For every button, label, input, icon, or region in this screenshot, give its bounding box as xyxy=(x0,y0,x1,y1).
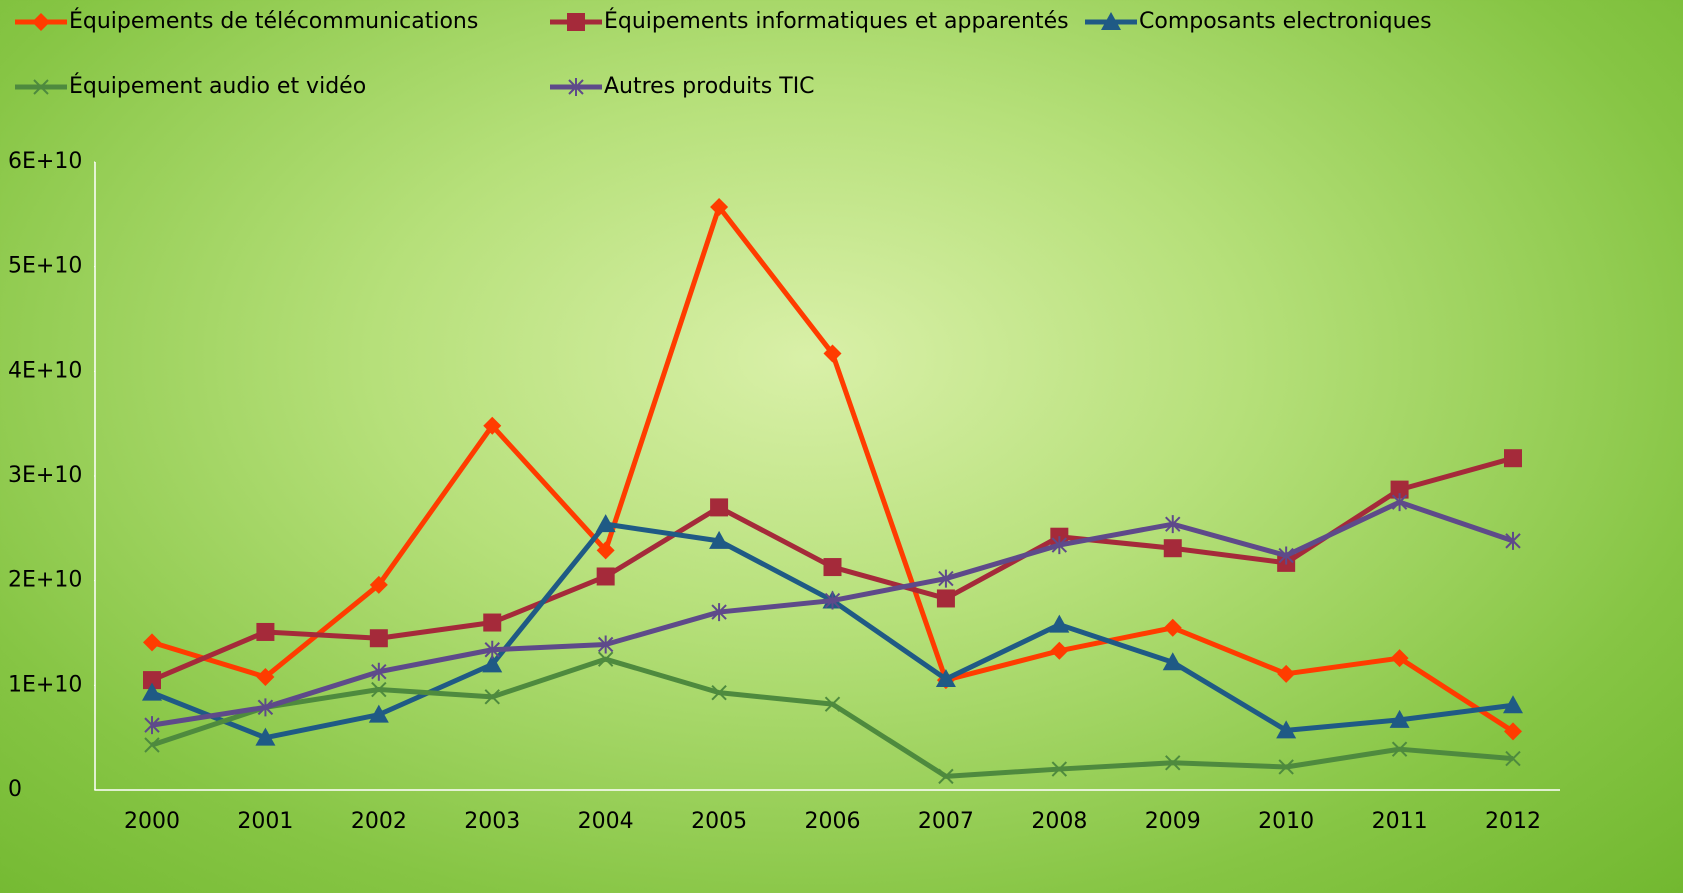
y-tick-label: 1E+10 xyxy=(8,672,82,697)
marker xyxy=(597,651,614,667)
marker xyxy=(369,629,388,648)
marker xyxy=(1504,449,1522,468)
marker xyxy=(1049,614,1070,633)
marker xyxy=(1278,759,1294,775)
marker xyxy=(1163,539,1182,558)
x-tick-label: 2005 xyxy=(691,809,747,834)
legend-label: Équipements informatiques et apparentés xyxy=(604,8,1069,34)
marker xyxy=(483,613,502,632)
marker xyxy=(711,684,727,701)
marker xyxy=(1276,720,1297,739)
marker xyxy=(597,635,614,654)
marker xyxy=(710,498,729,517)
marker xyxy=(1391,493,1408,512)
x-tick-label: 2012 xyxy=(1485,809,1541,834)
y-tick-label: 0 xyxy=(8,777,22,802)
marker xyxy=(483,416,502,435)
x-tick-label: 2011 xyxy=(1372,809,1428,834)
marker xyxy=(143,633,161,652)
y-tick-label: 4E+10 xyxy=(8,358,82,383)
marker xyxy=(1505,531,1521,550)
marker xyxy=(1389,709,1410,728)
marker xyxy=(144,716,160,735)
marker xyxy=(1391,741,1408,757)
marker xyxy=(710,198,729,217)
legend-label: Composants electroniques xyxy=(1139,9,1432,34)
marker xyxy=(33,79,49,95)
marker xyxy=(144,737,160,753)
marker xyxy=(256,667,275,686)
x-tick-label: 2009 xyxy=(1145,809,1201,834)
marker xyxy=(1163,618,1182,637)
marker xyxy=(595,514,616,533)
marker xyxy=(936,589,955,608)
marker xyxy=(371,681,387,698)
marker xyxy=(1277,664,1296,683)
marker xyxy=(32,13,50,31)
marker xyxy=(255,727,276,746)
marker xyxy=(257,698,274,717)
x-tick-label: 2010 xyxy=(1258,809,1314,834)
marker xyxy=(938,569,954,588)
marker xyxy=(143,671,161,690)
marker xyxy=(1278,546,1294,565)
x-tick-label: 2003 xyxy=(464,809,520,834)
marker xyxy=(824,696,841,712)
x-tick-label: 2006 xyxy=(805,809,861,834)
legend-label: Autres produits TIC xyxy=(604,74,815,99)
series-line xyxy=(151,204,1515,734)
marker xyxy=(1390,480,1409,499)
marker xyxy=(1503,695,1523,714)
marker xyxy=(596,541,615,560)
marker xyxy=(823,344,842,363)
marker xyxy=(482,654,503,673)
marker xyxy=(1162,652,1183,671)
marker xyxy=(1505,750,1521,767)
x-tick-label: 2000 xyxy=(124,809,180,834)
x-tick-label: 2001 xyxy=(237,809,293,834)
legend-label: Équipement audio et vidéo xyxy=(69,73,366,99)
marker xyxy=(1101,12,1121,30)
marker xyxy=(1165,755,1181,771)
marker xyxy=(371,662,387,681)
x-tick-label: 2002 xyxy=(351,809,407,834)
x-tick-label: 2007 xyxy=(918,809,974,834)
marker xyxy=(1051,761,1068,777)
marker xyxy=(938,768,954,785)
marker xyxy=(369,575,388,594)
marker xyxy=(1165,515,1181,534)
marker xyxy=(935,669,956,688)
y-tick-label: 2E+10 xyxy=(8,568,82,593)
y-tick-label: 5E+10 xyxy=(8,254,82,279)
x-tick-label: 2004 xyxy=(578,809,634,834)
x-tick-label: 2008 xyxy=(1031,809,1087,834)
marker xyxy=(568,78,584,96)
marker xyxy=(484,689,500,705)
marker xyxy=(368,704,389,723)
legend-label: Équipements de télécommunications xyxy=(69,8,478,34)
marker xyxy=(709,530,730,549)
marker xyxy=(256,622,275,641)
marker xyxy=(711,603,727,622)
marker xyxy=(824,591,841,610)
y-tick-label: 6E+10 xyxy=(8,149,82,174)
marker xyxy=(1390,649,1409,668)
marker xyxy=(823,558,842,577)
marker xyxy=(1050,641,1069,660)
y-tick-label: 3E+10 xyxy=(8,463,82,488)
marker xyxy=(142,682,162,701)
marker xyxy=(484,640,500,659)
marker xyxy=(596,567,615,586)
marker xyxy=(1504,722,1522,741)
marker xyxy=(1051,536,1068,555)
marker xyxy=(567,13,585,31)
